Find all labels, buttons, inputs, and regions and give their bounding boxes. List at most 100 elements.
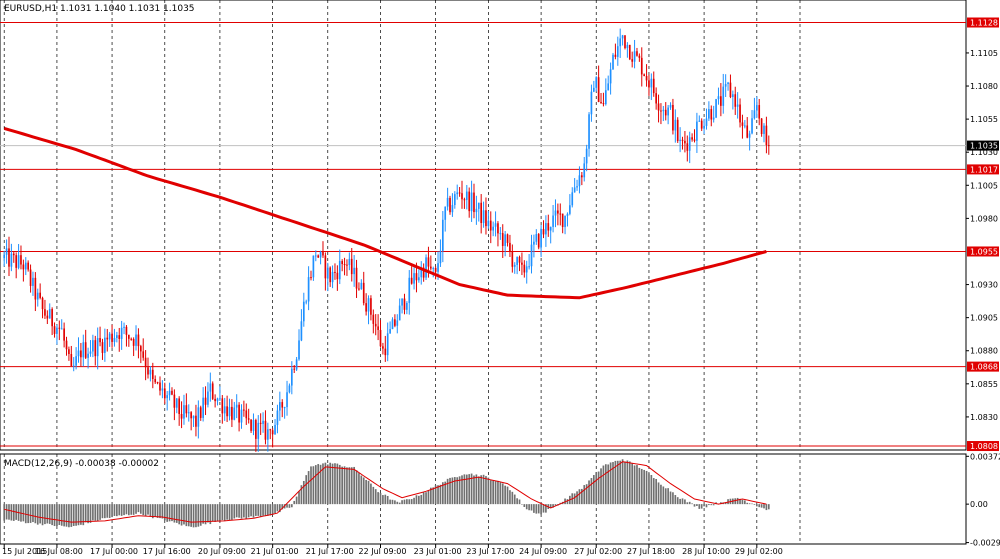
candle-body	[592, 87, 595, 92]
candle-body	[374, 323, 377, 327]
macd-bar	[628, 461, 631, 505]
candle-body	[398, 305, 401, 321]
macd-bar	[257, 504, 260, 516]
candle-body	[10, 253, 13, 267]
macd-bar	[473, 475, 475, 505]
macd-bar	[156, 504, 159, 518]
macd-bar	[748, 503, 751, 505]
candle-body	[178, 398, 181, 414]
candle-body	[96, 338, 99, 357]
candle-body	[636, 51, 638, 56]
macd-bar	[554, 504, 557, 506]
candle-body	[660, 110, 662, 112]
candle-body	[111, 333, 113, 342]
candle-body	[94, 340, 97, 357]
candle-body	[521, 262, 523, 265]
level-tag	[967, 361, 999, 372]
candle-body	[664, 109, 667, 116]
macd-bar	[394, 500, 396, 505]
candle-body	[513, 264, 516, 267]
macd-bar	[142, 504, 145, 516]
macd-tick-label: 0.00372	[970, 452, 1000, 461]
candle-body	[430, 266, 432, 269]
macd-bar	[286, 504, 288, 508]
macd-bar	[513, 494, 516, 505]
candle-body	[367, 298, 370, 312]
macd-bar	[475, 474, 478, 505]
macd-bar	[139, 504, 142, 514]
candle-body	[271, 430, 274, 435]
candles	[3, 28, 770, 452]
macd-bar	[672, 492, 674, 505]
macd-bar	[439, 484, 442, 505]
candle-body	[211, 383, 214, 399]
candle-body	[722, 86, 725, 106]
macd-tick-label: -0.00299	[970, 539, 1000, 548]
macd-bar	[104, 504, 106, 519]
candle-body	[334, 271, 336, 273]
macd-bar	[358, 473, 360, 505]
candle-body	[415, 273, 418, 281]
macd-bar	[485, 476, 487, 505]
candle-body	[564, 215, 566, 227]
macd-bar	[741, 499, 744, 505]
macd-bar	[382, 495, 384, 505]
macd-bar	[403, 499, 406, 505]
macd-axis-ticks: 0.00372 0.00 -0.00299	[966, 452, 1000, 548]
candle-body	[669, 104, 672, 108]
candle-body	[207, 391, 209, 405]
candle-body	[712, 117, 715, 120]
candle-body	[29, 269, 32, 286]
macd-bar	[56, 504, 58, 527]
macd-bar	[396, 501, 399, 505]
candle-body	[729, 82, 732, 98]
macd-bar	[444, 481, 447, 505]
candle-body	[34, 277, 37, 300]
candle-body	[482, 210, 485, 224]
macd-bar	[600, 468, 602, 505]
candle-body	[473, 192, 475, 213]
candle-body	[44, 309, 46, 316]
candle-body	[727, 82, 729, 85]
candle-body	[283, 407, 286, 409]
candle-body	[679, 139, 681, 141]
time-tick-label: 27 Jul 02:00	[574, 547, 622, 556]
candle-body	[65, 340, 68, 350]
candle-body	[171, 390, 173, 395]
candle-body	[209, 383, 212, 392]
candle-body	[245, 410, 248, 419]
candle-body	[691, 137, 693, 140]
macd-bar	[370, 483, 372, 505]
candle-body	[27, 262, 30, 270]
candle-body	[338, 261, 341, 280]
candle-body	[485, 210, 487, 227]
macd-bar	[640, 468, 643, 505]
level-tag	[967, 164, 999, 175]
macd-bar	[470, 473, 473, 505]
macd-bar	[39, 504, 41, 524]
candle-body	[139, 346, 142, 352]
macd-bar	[521, 504, 523, 505]
candle-body	[540, 228, 542, 248]
candle-body	[621, 35, 624, 39]
candle-body	[295, 359, 298, 370]
candle-body	[434, 268, 437, 272]
candle-body	[118, 335, 121, 339]
current-price-tag	[967, 140, 999, 151]
candle-body	[259, 422, 262, 424]
macd-bar	[326, 464, 329, 505]
candle-body	[497, 223, 499, 234]
candle-body	[743, 125, 746, 127]
macd-bar	[84, 504, 87, 523]
macd-bar	[578, 489, 581, 505]
macd-bar	[250, 504, 252, 517]
candle-body	[465, 191, 468, 200]
candle-body	[758, 105, 761, 119]
candle-body	[358, 288, 360, 290]
macd-bar	[736, 497, 739, 505]
macd-bar	[760, 504, 763, 508]
candle-body	[197, 407, 200, 427]
macd-bar	[453, 477, 456, 505]
candle-body	[82, 342, 85, 358]
macd-bar	[657, 482, 660, 505]
